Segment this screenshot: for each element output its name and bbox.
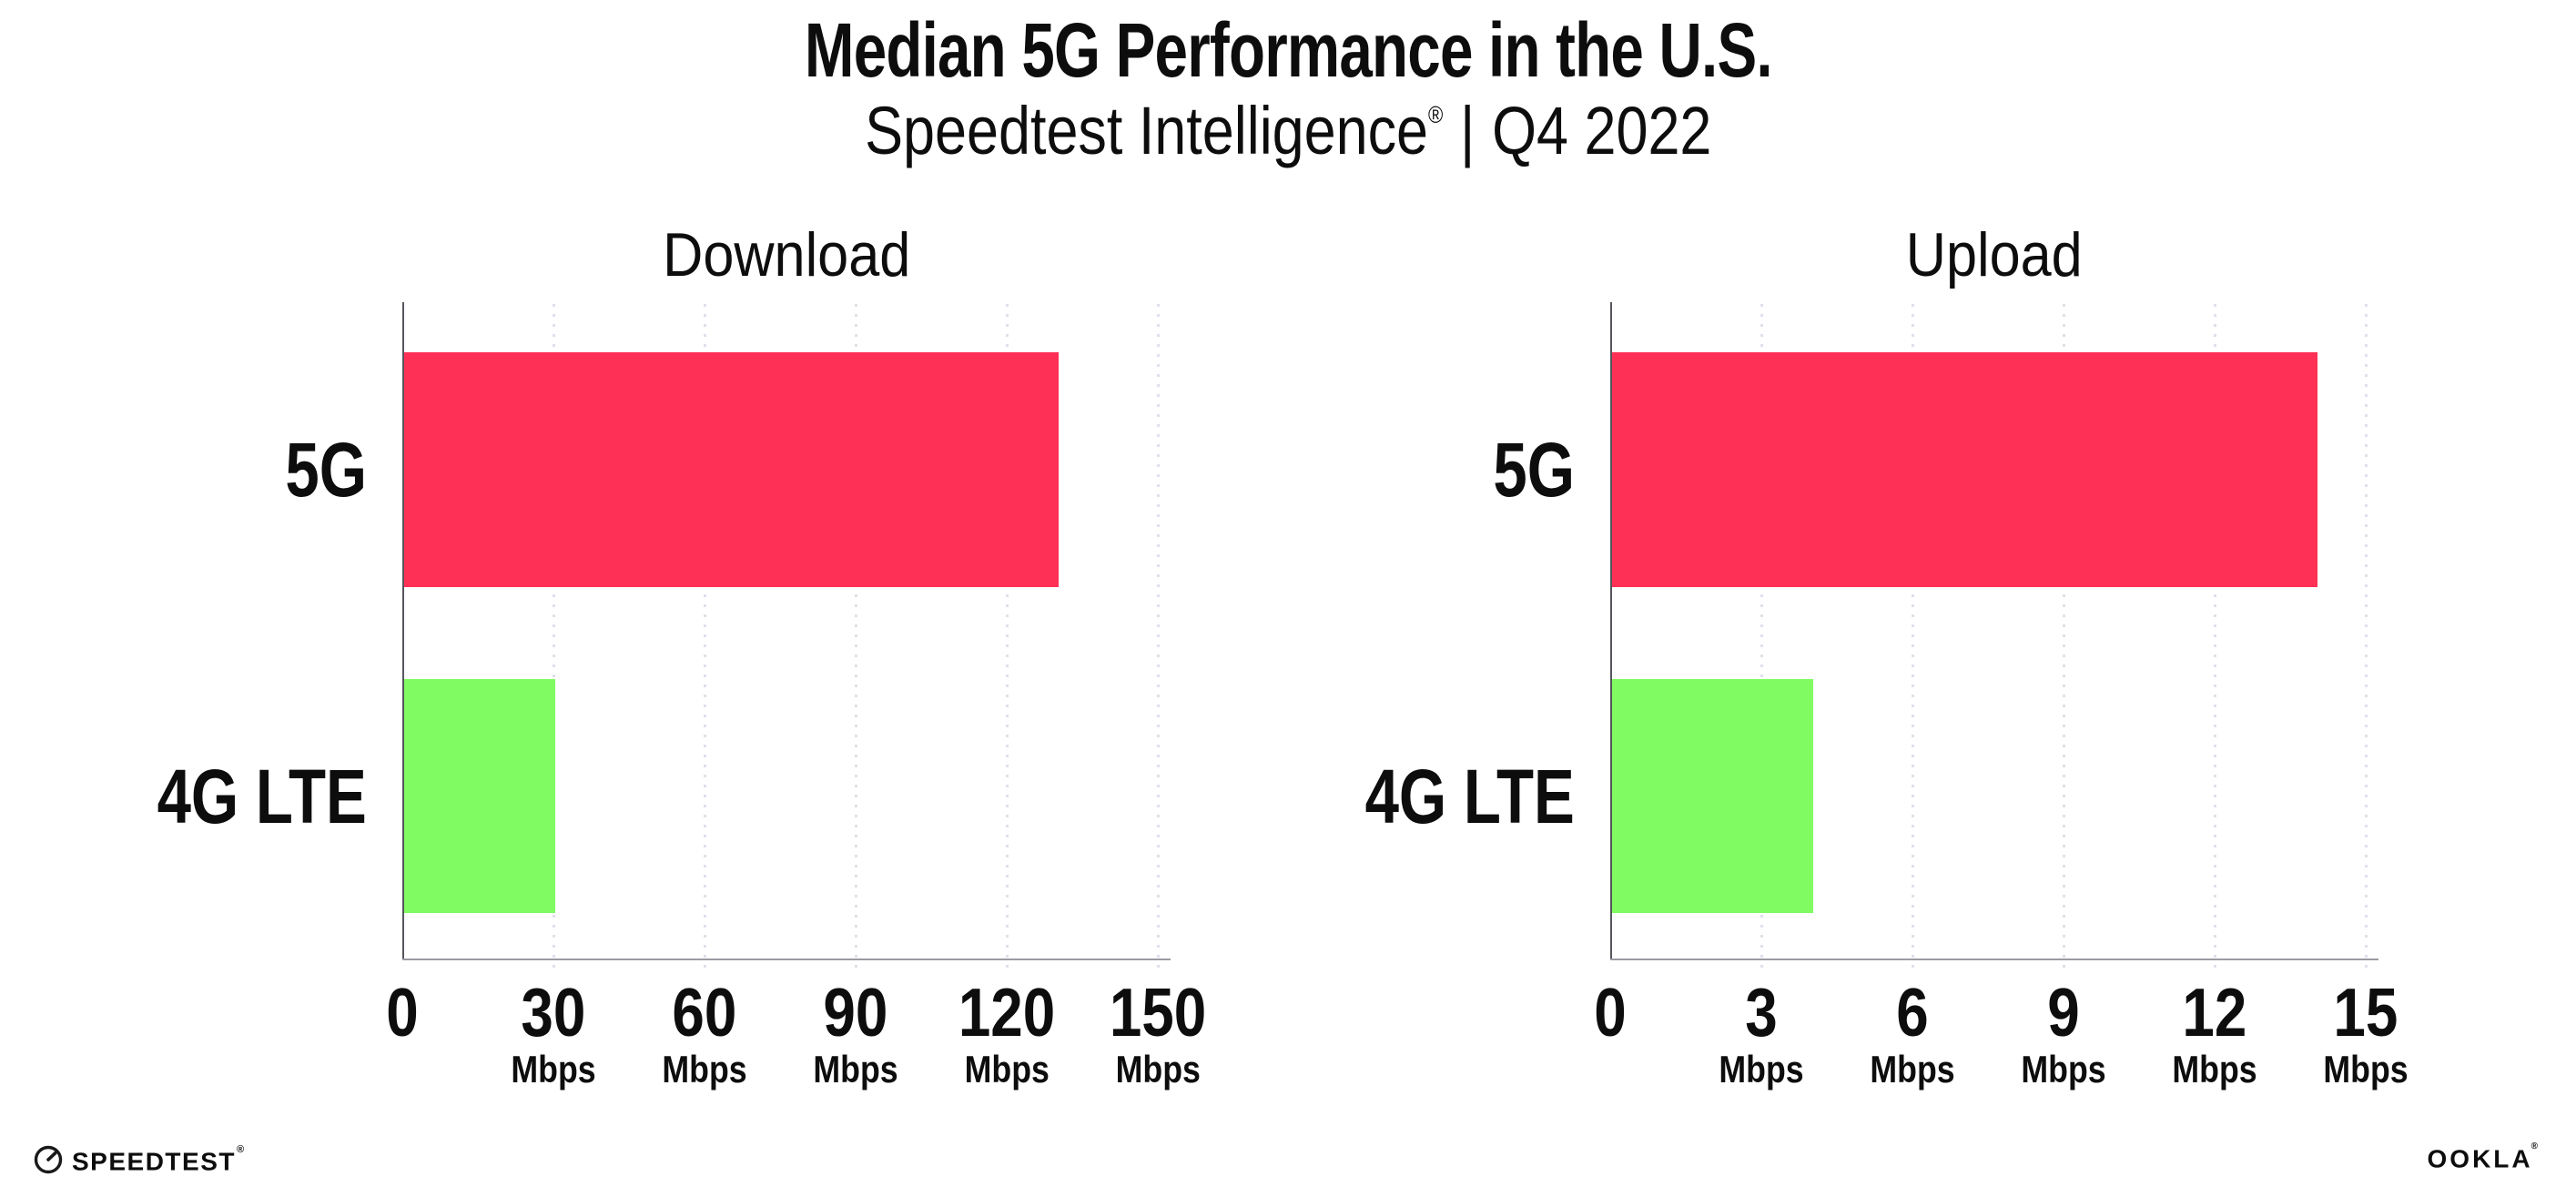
tick-label-90: 90 Mbps <box>806 979 906 1090</box>
subtitle-period: Q4 2022 <box>1491 93 1712 168</box>
gridline <box>1157 304 1160 973</box>
speedtest-registered-mark: ® <box>236 1143 246 1155</box>
speedtest-logo: SPEEDTEST® <box>33 1140 245 1180</box>
tick-label-120: 120 Mbps <box>949 979 1063 1090</box>
tick-label-0: 0 <box>1594 974 1627 1050</box>
tick-unit: Mbps <box>511 1048 596 1090</box>
gridline <box>2365 304 2368 973</box>
subtitle-separator: | <box>1459 93 1476 168</box>
tick-unit: Mbps <box>2172 1048 2257 1090</box>
category-label-5g: 5G <box>1493 427 1575 512</box>
tick-unit: Mbps <box>1719 1048 1804 1090</box>
tick-label-15: 15 Mbps <box>2316 979 2416 1090</box>
speedtest-wordmark: SPEEDTEST® <box>72 1143 246 1176</box>
subtitle-brand: Speedtest Intelligence <box>864 93 1428 168</box>
tick-unit: Mbps <box>1115 1048 1201 1090</box>
x-axis-line <box>402 959 1171 960</box>
speedtest-gauge-icon <box>34 1145 63 1174</box>
gridline <box>2214 304 2216 973</box>
y-axis-line <box>402 302 404 959</box>
category-label-5g: 5G <box>285 427 367 512</box>
tick-label-9: 9 Mbps <box>2013 979 2114 1090</box>
upload-chart-heading: Upload <box>1906 220 2083 289</box>
tick-unit: Mbps <box>1870 1048 1955 1090</box>
registered-mark: ® <box>1427 101 1444 129</box>
bar-4g-lte <box>404 679 555 913</box>
download-plot-area: 0 30 Mbps 60 Mbps 90 Mbps 120 Mbps 150 Mbps 5G 4G LT… <box>157 302 1206 1089</box>
tick-label-30: 30 Mbps <box>503 979 603 1090</box>
x-axis-line <box>1610 959 2378 960</box>
gridline <box>855 304 857 973</box>
ookla-logo: OOKLA® <box>2427 1141 2542 1173</box>
tick-label-3: 3 Mbps <box>1711 979 1811 1090</box>
gridline <box>1912 304 1914 973</box>
bar-4g-lte <box>1612 679 1814 913</box>
tick-label-60: 60 Mbps <box>654 979 755 1090</box>
category-label-4g-lte: 4G LTE <box>1364 753 1575 839</box>
bar-5g <box>1612 352 2317 587</box>
tick-label-6: 6 Mbps <box>1862 979 1962 1090</box>
gridline <box>1006 304 1009 973</box>
tick-unit: Mbps <box>964 1048 1050 1090</box>
gridline <box>2063 304 2065 973</box>
gridline <box>1760 304 1763 973</box>
upload-plot-area: 0 3 Mbps 6 Mbps 9 Mbps 12 Mbps 15 Mbps 5G 4G LTE <box>1365 302 2409 1089</box>
tick-unit: Mbps <box>2323 1048 2409 1090</box>
gridline <box>704 304 706 973</box>
tick-label-150: 150 Mbps <box>1100 979 1214 1090</box>
tick-label-0: 0 <box>386 974 419 1050</box>
ookla-wordmark: OOKLA <box>2427 1144 2533 1173</box>
ookla-registered-mark: ® <box>2530 1141 2541 1151</box>
bar-5g <box>404 352 1060 587</box>
category-label-4g-lte: 4G LTE <box>157 753 367 839</box>
page-title: Median 5G Performance in the U.S. <box>804 7 1773 93</box>
page-subtitle: Speedtest Intelligence® | Q4 2022 <box>0 91 2576 171</box>
tick-unit: Mbps <box>2021 1048 2106 1090</box>
tick-unit: Mbps <box>662 1048 747 1090</box>
tick-label-12: 12 Mbps <box>2165 979 2265 1090</box>
gridline <box>553 304 555 973</box>
y-axis-line <box>1610 302 1612 959</box>
download-chart-heading: Download <box>662 220 911 289</box>
tick-unit: Mbps <box>813 1048 898 1090</box>
